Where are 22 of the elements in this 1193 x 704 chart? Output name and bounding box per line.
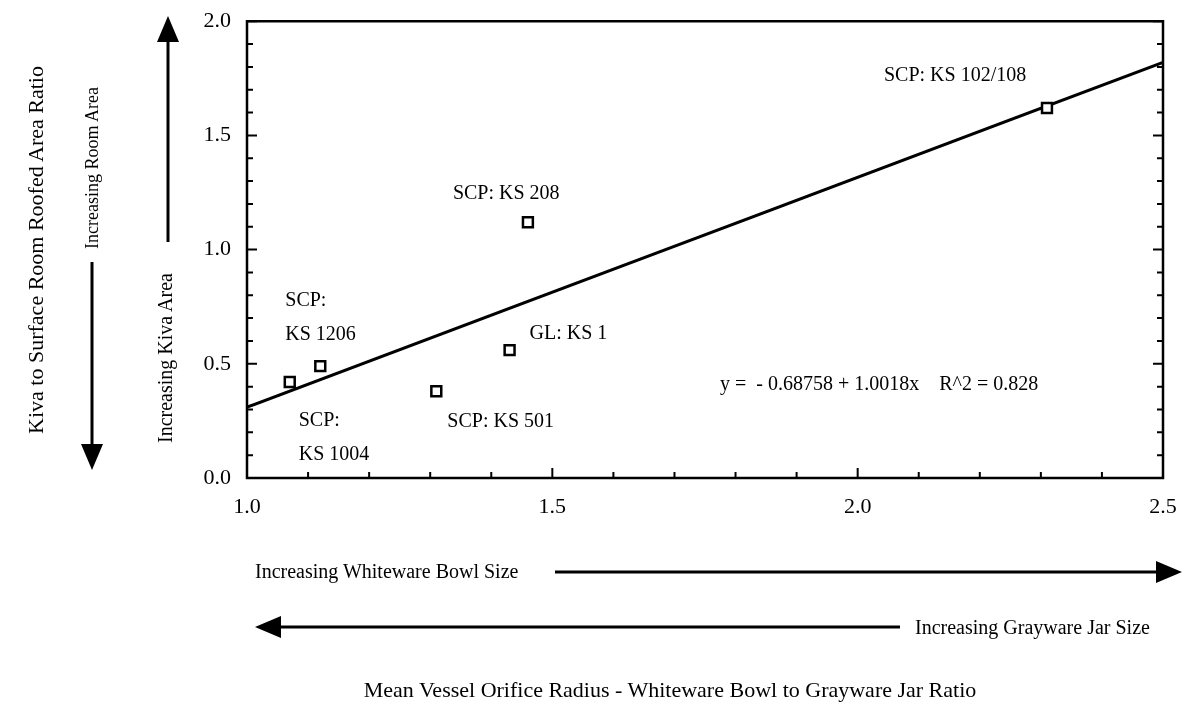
- annotation: GL: KS 1: [529, 321, 608, 344]
- text: Increasing Whiteware Bowl Size: [255, 560, 519, 583]
- annotation: SCP: KS 501: [447, 409, 555, 432]
- annotation: SCP: KS 208: [452, 181, 560, 204]
- x-tick-label: 1.0: [233, 492, 261, 518]
- x-tick-label: 2.0: [843, 492, 872, 518]
- y-tick-label: 0.0: [203, 463, 231, 489]
- y-tick-label: 1.5: [203, 121, 231, 147]
- text: Kiva to Surface Room Roofed Area Ratio: [23, 66, 49, 434]
- x-tick-label: 2.5: [1149, 492, 1177, 518]
- annotation: y = - 0.68758 + 1.0018x R^2 = 0.828: [720, 372, 1039, 395]
- text: Increasing Kiva Area: [153, 273, 177, 443]
- text: Mean Vessel Orifice Radius - Whiteware Bowl to Grayware Jar Ratio: [363, 677, 977, 703]
- annotation: SCP: KS 1206: [285, 288, 356, 345]
- text: Increasing Room Area: [81, 87, 103, 249]
- y-tick-label: 2.0: [203, 6, 231, 32]
- y-tick-label: 0.5: [203, 349, 231, 375]
- x-tick-label: 1.5: [538, 492, 567, 518]
- annotation: SCP: KS 102/108: [883, 63, 1027, 86]
- y-tick-label: 1.0: [203, 235, 231, 261]
- text: Increasing Grayware Jar Size: [915, 616, 1150, 639]
- annotation: SCP: KS 1004: [298, 408, 370, 465]
